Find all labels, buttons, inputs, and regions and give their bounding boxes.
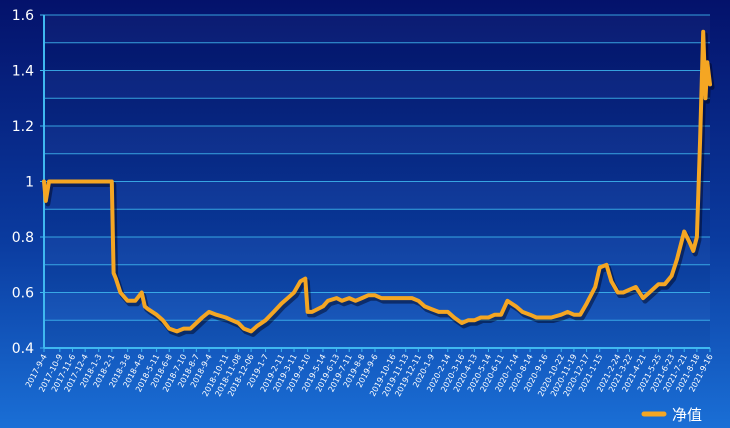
series-layer (42, 29, 715, 337)
y-tick-label: 1.2 (12, 119, 34, 135)
y-tick-label: 0.8 (12, 230, 34, 246)
y-tick-label: 0.6 (12, 286, 34, 302)
y-tick-label: 0.4 (12, 341, 34, 357)
plot-band (44, 209, 710, 237)
y-tick-labels: 0.4 0.6 0.8 1 1.2 1.4 1.6 (12, 8, 34, 357)
plot-area (44, 15, 710, 348)
plot-band (44, 126, 710, 154)
y-tick-label: 1 (25, 175, 34, 191)
plot-band (44, 71, 710, 99)
plot-band (44, 98, 710, 126)
legend: 净值 (641, 406, 702, 424)
x-tick-labels: 2017-9-42017-10-92017-11-62017-12-42018-… (24, 353, 715, 398)
plot-band (44, 15, 710, 43)
plot-band (44, 182, 710, 210)
plot-band (44, 237, 710, 265)
plot-band (44, 153, 710, 182)
y-tick-label: 1.6 (12, 8, 34, 24)
plot-band (44, 320, 710, 348)
plot-band (44, 42, 710, 71)
legend-label: 净值 (672, 406, 702, 424)
series-line-nav (42, 29, 712, 334)
y-tick-label: 1.4 (12, 64, 34, 80)
